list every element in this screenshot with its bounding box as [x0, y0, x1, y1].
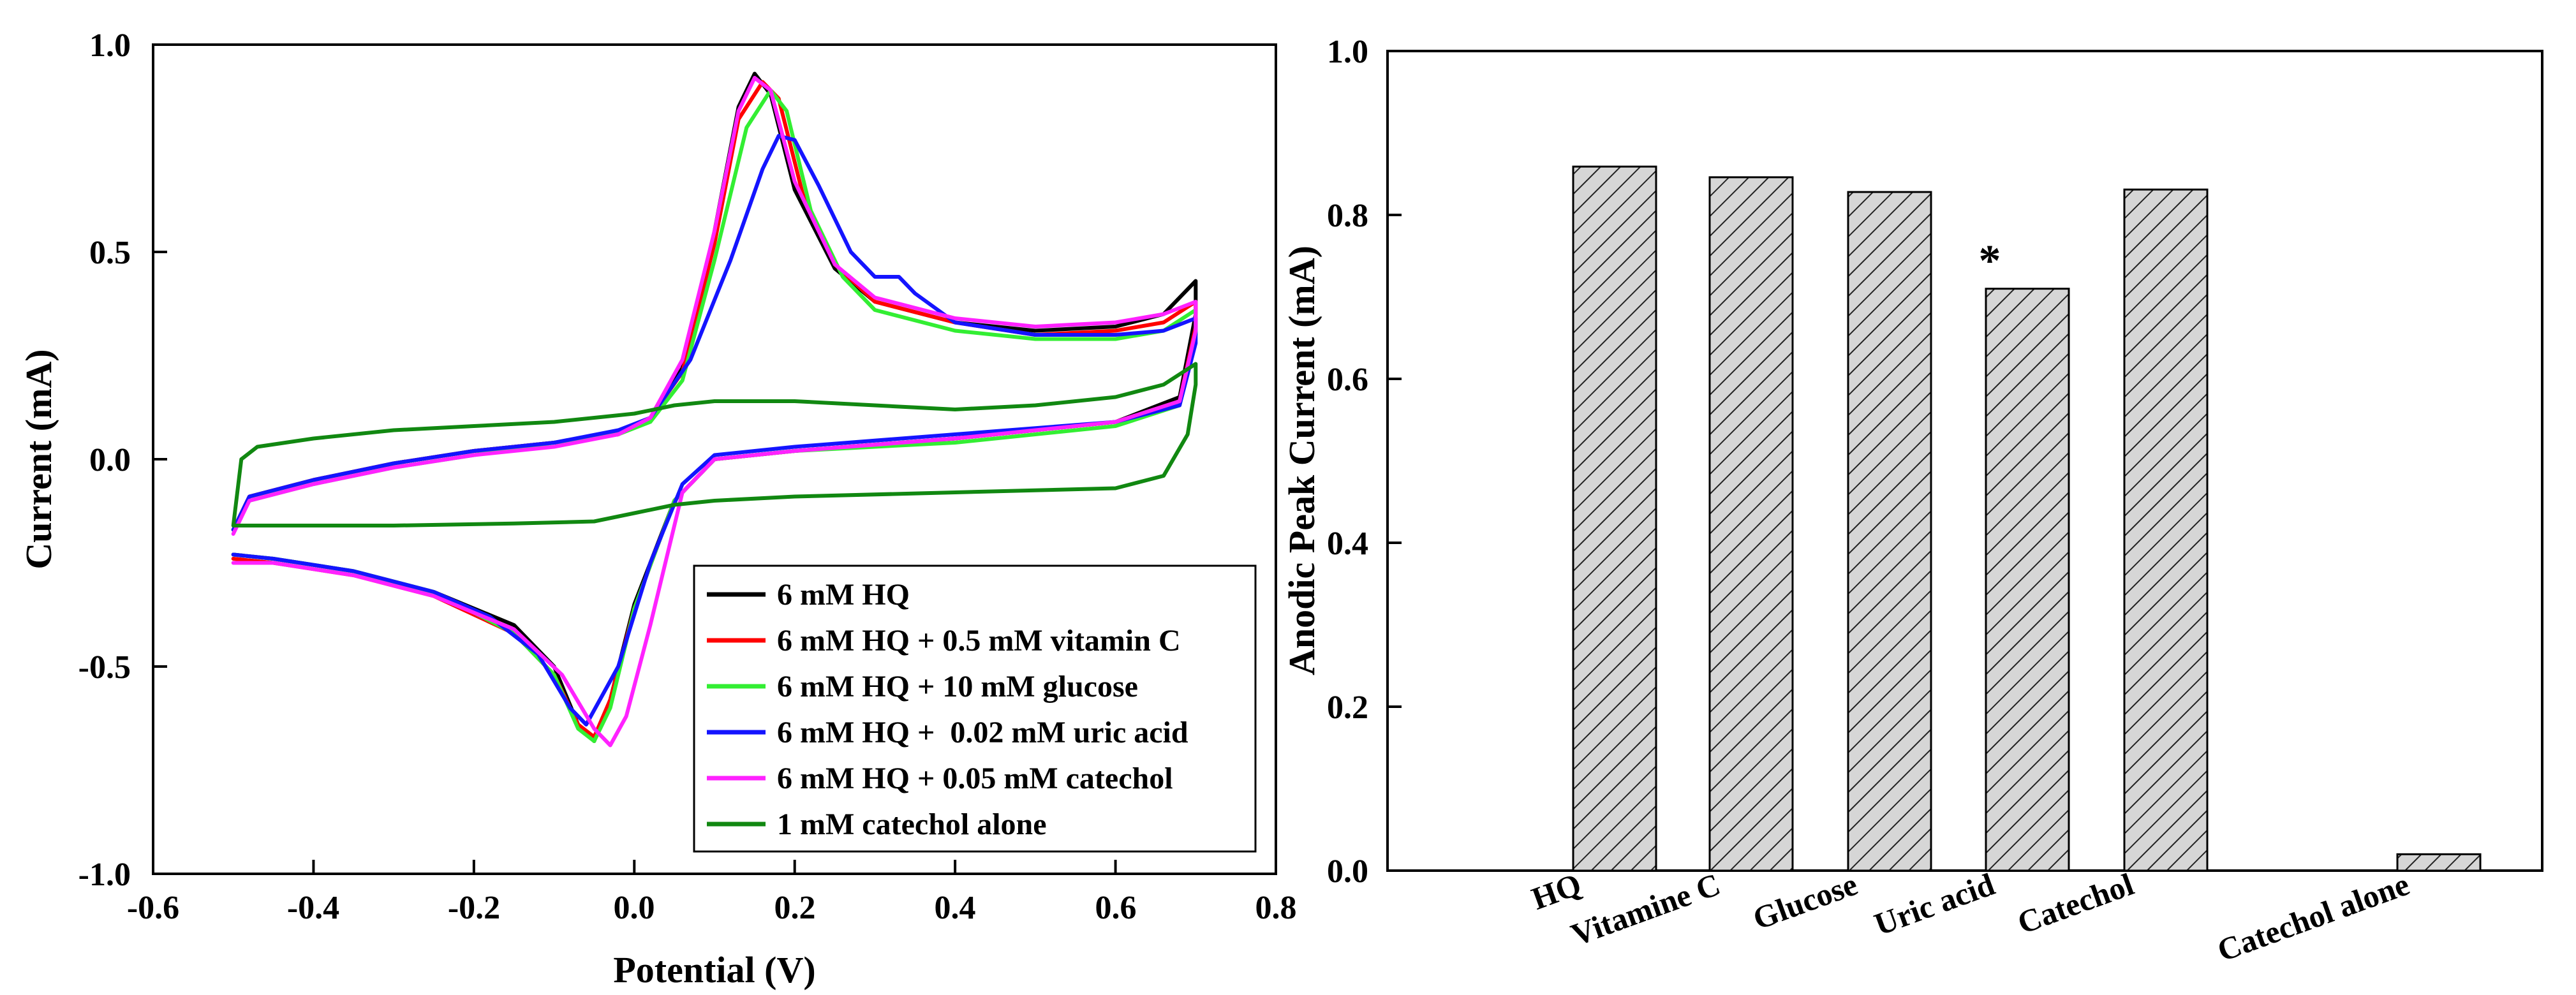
- cv-series-group: [231, 71, 1198, 748]
- cv-x-tick-label: -0.4: [287, 890, 339, 926]
- cv-chart: -0.6 -0.4 -0.2 0.0 0.2 0.4 0.6 0.8 -1.0 …: [18, 27, 1297, 991]
- bar-chart: 0.0 0.2 0.4 0.6 0.8 1.0 Anodic Peak Curr…: [1281, 34, 2543, 969]
- bar-category-labels: HQ Vitamine C Glucose Uric acid Catechol…: [1527, 866, 2414, 969]
- bar: [1985, 288, 2070, 872]
- cv-y-tick-label: 0.5: [89, 235, 131, 271]
- legend-label: 6 mM HQ + 0.05 mM catechol: [777, 762, 1173, 795]
- cv-y-tick-label: -0.5: [78, 649, 131, 686]
- bar-y-tick-label: 0.0: [1327, 853, 1368, 890]
- legend-entry: 6 mM HQ + 0.02 mM uric acid: [707, 716, 1188, 749]
- cv-y-tick-label: 0.0: [89, 442, 131, 478]
- bar-category-label: Catechol: [2013, 866, 2138, 941]
- bar-y-tick-label: 0.8: [1327, 198, 1368, 234]
- bar-y-tick-label: 1.0: [1327, 34, 1368, 70]
- bar-y-tick-label: 0.6: [1327, 362, 1368, 398]
- cv-x-tick-label: -0.2: [448, 890, 500, 926]
- bar-y-tick-label: 0.2: [1327, 689, 1368, 726]
- cv-y-tick-label: 1.0: [89, 27, 131, 64]
- cv-x-tick-label: -0.6: [127, 890, 179, 926]
- legend-entry: 1 mM catechol alone: [707, 807, 1047, 841]
- legend-label: 6 mM HQ + 0.02 mM uric acid: [777, 716, 1188, 749]
- bar-plot-frame: [1386, 50, 2543, 872]
- significance-asterisk: *: [1979, 237, 2001, 286]
- cv-y-axis-label: Current (mA): [18, 349, 59, 569]
- bar-tick-marks: [1388, 50, 1402, 872]
- bar-category-label: Uric acid: [1870, 866, 1999, 943]
- legend-entry: 6 mM HQ + 0.05 mM catechol: [707, 762, 1173, 795]
- bar-y-tick-labels: 0.0 0.2 0.4 0.6 0.8 1.0: [1327, 34, 1368, 890]
- cv-y-tick-label: -1.0: [78, 857, 131, 893]
- cv-y-tick-labels: -1.0 -0.5 0.0 0.5 1.0: [78, 27, 131, 893]
- cv-tick-marks: [152, 43, 1277, 875]
- bar-category-label: Glucose: [1748, 866, 1862, 937]
- cv-series-line: [231, 362, 1198, 527]
- cv-x-tick-label: 0.0: [614, 890, 655, 926]
- bar: [1708, 176, 1794, 872]
- bar-category-label: Vitamine C: [1566, 866, 1724, 953]
- cv-x-tick-labels: -0.6 -0.4 -0.2 0.0 0.2 0.4 0.6 0.8: [127, 890, 1297, 926]
- legend-entry: 6 mM HQ: [707, 578, 910, 612]
- bar: [1847, 191, 1932, 872]
- cv-series-line: [231, 76, 1198, 748]
- legend-box: [693, 564, 1257, 853]
- bar: [2396, 853, 2482, 872]
- bar: [1572, 165, 1657, 872]
- bar-category-label: HQ: [1527, 866, 1586, 917]
- legend-entry: 6 mM HQ + 0.5 mM vitamin C: [707, 624, 1181, 658]
- cv-x-tick-label: 0.4: [935, 890, 976, 926]
- cv-x-tick-label: 0.8: [1255, 890, 1297, 926]
- cv-x-axis-label: Potential (V): [613, 949, 815, 991]
- legend-label: 1 mM catechol alone: [777, 807, 1047, 841]
- legend-label: 6 mM HQ: [777, 578, 910, 612]
- bar-y-tick-label: 0.4: [1327, 526, 1368, 562]
- legend-label: 6 mM HQ + 0.5 mM vitamin C: [777, 624, 1181, 658]
- legend-entry: 6 mM HQ + 10 mM glucose: [707, 670, 1138, 704]
- legend-label: 6 mM HQ + 10 mM glucose: [777, 670, 1138, 704]
- bar-bars-group: [1572, 165, 2482, 872]
- bar: [2123, 188, 2209, 872]
- bar-category-label: Catechol alone: [2212, 866, 2413, 968]
- cv-x-tick-label: 0.2: [774, 890, 816, 926]
- bar-y-axis-label: Anodic Peak Current (mA): [1281, 246, 1322, 675]
- cv-legend: 6 mM HQ 6 mM HQ + 0.5 mM vitamin C 6 mM …: [693, 564, 1257, 853]
- cv-x-tick-label: 0.6: [1095, 890, 1137, 926]
